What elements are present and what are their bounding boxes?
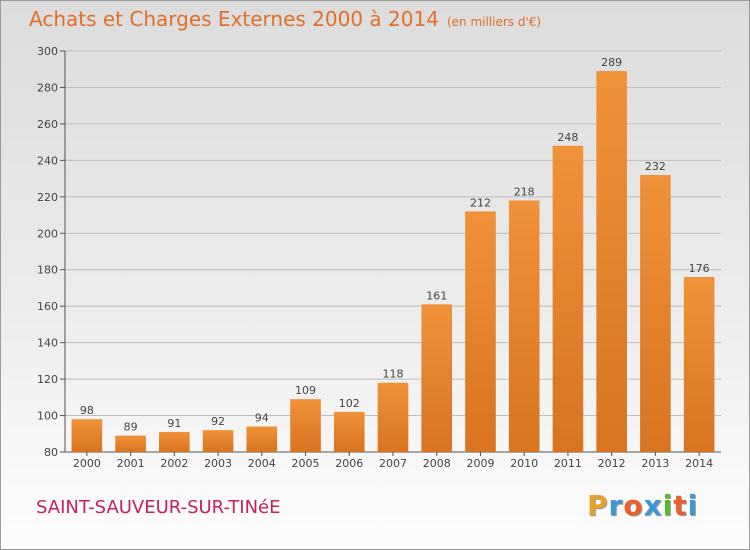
y-tick-label: 120 [37,373,58,386]
data-label-2007: 118 [383,368,404,381]
brand-logo: Proxiti [587,489,698,522]
y-tick-label: 220 [37,191,58,204]
data-label-2010: 218 [514,185,535,198]
brand-letter: i [662,489,674,522]
data-label-2011: 248 [557,131,578,144]
bar-2010 [508,200,540,452]
y-tick-label: 140 [37,337,58,350]
bar-2006 [333,411,365,452]
chart-title-text: Achats et Charges Externes 2000 à 2014 [29,7,439,31]
x-tick-label-2006: 2006 [335,457,363,470]
data-label-2000: 98 [80,404,94,417]
data-label-2001: 89 [124,421,138,434]
data-label-2006: 102 [339,397,360,410]
bar-2009 [465,211,496,452]
y-tick-label: 280 [37,81,58,94]
data-label-2009: 212 [470,196,491,209]
x-tick-label-2000: 2000 [73,457,101,470]
x-tick-label-2012: 2012 [598,457,626,470]
brand-letter: o [623,489,644,522]
brand-letter: P [587,489,609,522]
chart-title: Achats et Charges Externes 2000 à 2014 (e… [29,7,541,31]
y-tick-label: 80 [44,446,58,459]
data-label-2004: 94 [255,411,269,424]
bar-2007 [377,382,409,452]
data-label-2013: 232 [645,160,666,173]
x-tick-label-2005: 2005 [292,457,320,470]
bar-2011 [552,145,584,453]
y-tick-label: 300 [37,45,58,58]
brand-letter: x [643,489,663,522]
y-tick-label: 180 [37,264,58,277]
data-label-2005: 109 [295,384,316,397]
data-label-2008: 161 [426,289,447,302]
data-label-2012: 289 [601,56,622,69]
y-tick-label: 100 [37,410,58,423]
x-tick-label-2013: 2013 [641,457,669,470]
x-tick-label-2014: 2014 [685,457,713,470]
y-tick-label: 260 [37,118,58,131]
x-tick-label-2001: 2001 [117,457,145,470]
bar-2014 [683,277,715,452]
bar-2004 [246,426,278,452]
y-tick-label: 200 [37,227,58,240]
bar-2003 [202,430,234,452]
x-tick-label-2002: 2002 [160,457,188,470]
commune-name: SAINT-SAUVEUR-SUR-TINéE [36,497,281,518]
x-tick-label-2007: 2007 [379,457,407,470]
bar-2008 [421,304,453,452]
x-tick-label-2004: 2004 [248,457,276,470]
bar-2002 [159,431,190,452]
brand-letter: i [687,489,699,522]
data-label-2014: 176 [689,262,710,275]
x-tick-label-2011: 2011 [554,457,582,470]
bar-2001 [115,435,146,452]
y-tick-label: 240 [37,154,58,167]
brand-letter: r [608,489,624,522]
x-tick-label-2010: 2010 [510,457,538,470]
data-label-2002: 91 [167,417,181,430]
bar-2005 [290,399,321,452]
x-tick-label-2008: 2008 [423,457,451,470]
brand-letter: t [673,489,688,522]
chart-subtitle: (en milliers d'€) [446,15,542,29]
bar-2013 [640,174,671,453]
y-tick-label: 160 [37,300,58,313]
data-label-2003: 92 [211,415,225,428]
bar-2012 [596,71,627,453]
x-tick-label-2009: 2009 [466,457,494,470]
bar-2000 [71,419,103,452]
x-tick-label-2003: 2003 [204,457,232,470]
